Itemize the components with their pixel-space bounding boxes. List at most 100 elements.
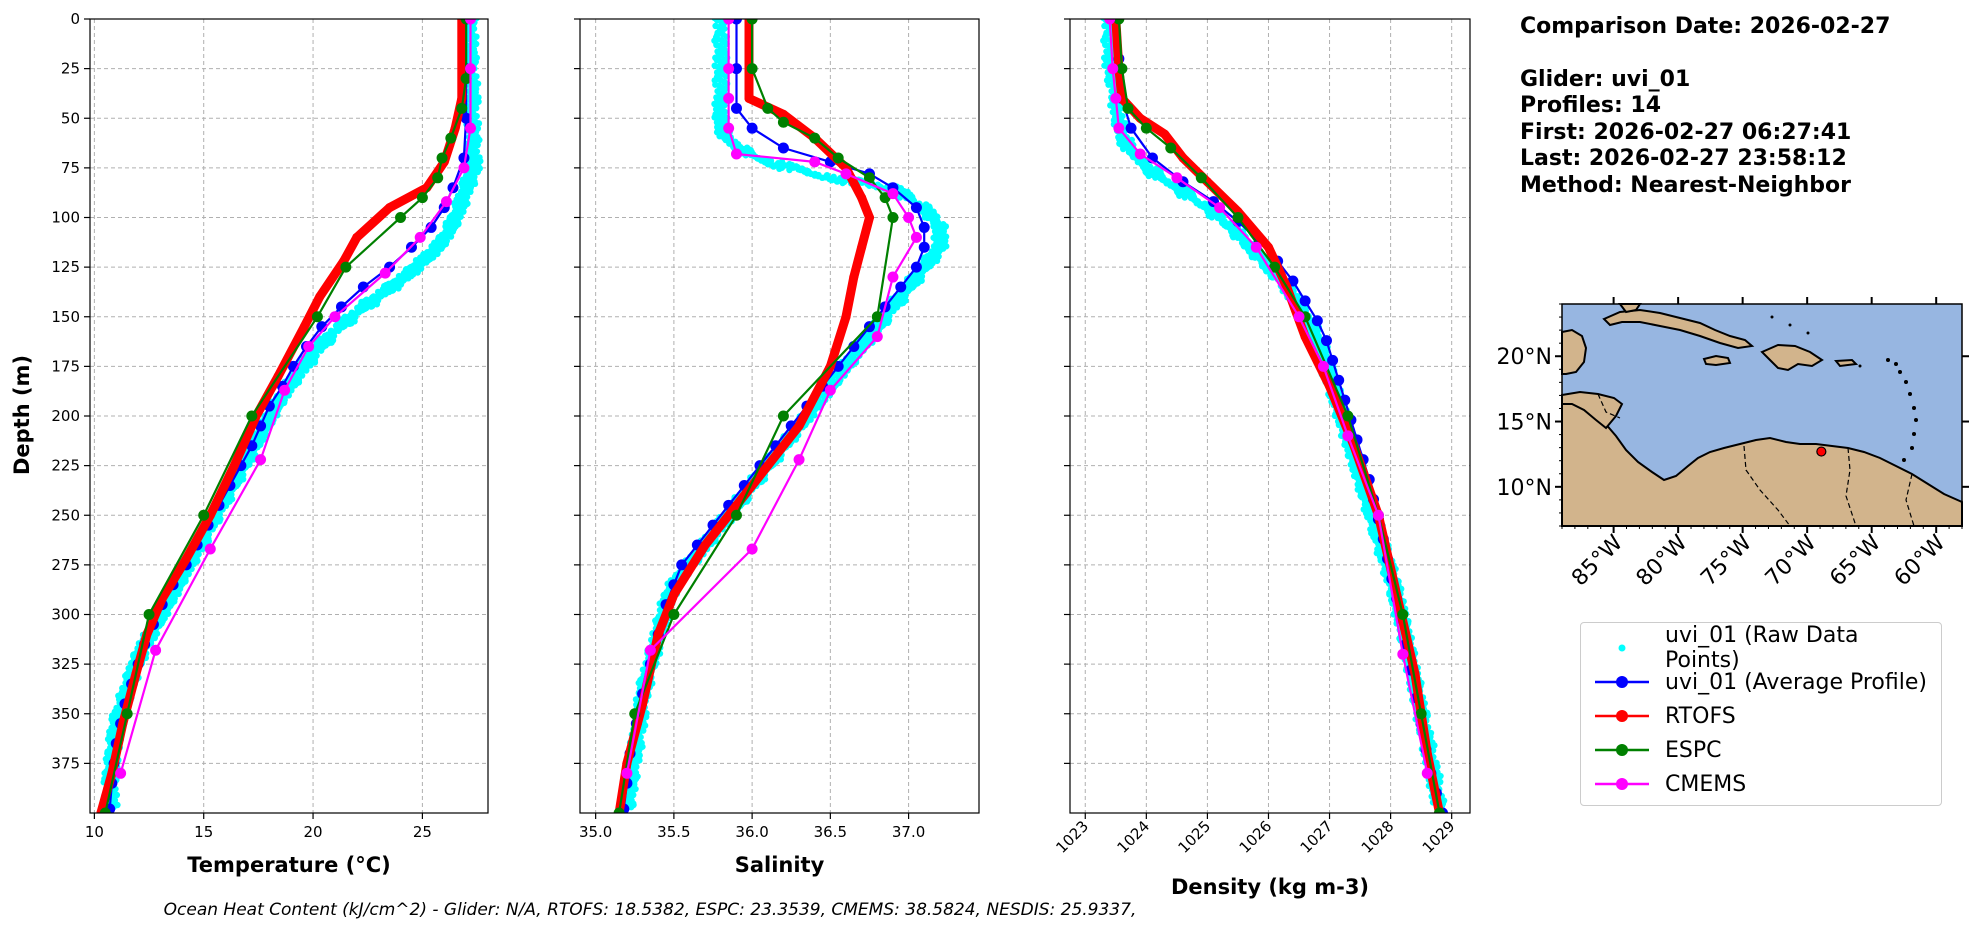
x-tick-label: 36.0 — [735, 823, 768, 841]
uvi-01-raw-data-points-point — [1437, 772, 1444, 780]
cmems-line — [119, 19, 472, 774]
espc-marker — [746, 19, 758, 25]
method: Method: Nearest-Neighbor — [1520, 172, 1851, 198]
uvi-01-raw-data-points-point — [630, 801, 637, 809]
cmems-marker — [255, 454, 267, 466]
cmems-marker — [723, 63, 735, 75]
uvi-01-raw-data-points-point — [447, 233, 455, 240]
uvi-01-average-profile-marker — [1125, 122, 1137, 134]
uvi-01-raw-data-points-point — [185, 570, 192, 578]
uvi-01-average-profile-marker — [918, 221, 930, 233]
x-tick-label: 15 — [194, 823, 213, 841]
espc-line — [104, 19, 468, 813]
info-panel: Comparison Date: 2026-02-27 Glider: uvi_… — [1520, 14, 1890, 199]
uvi-01-raw-data-points-point — [317, 347, 325, 354]
cmems-marker — [871, 331, 883, 343]
x-tick-label: 1024 — [1113, 817, 1153, 857]
cmems-marker — [1171, 172, 1183, 184]
uvi-01-raw-data-points-point — [361, 305, 368, 313]
uvi-01-raw-data-points-point — [355, 309, 363, 316]
cmems-marker — [465, 19, 477, 25]
cmems-marker — [329, 311, 341, 323]
x-tick-label: 35.0 — [579, 823, 612, 841]
uvi-01-raw-data-points-point — [348, 320, 355, 327]
y-tick-label: 125 — [51, 258, 80, 276]
series-group — [96, 19, 484, 813]
x-axis-label: Temperature (°C) — [187, 853, 390, 877]
first-time: First: 2026-02-27 06:27:41 — [1520, 119, 1852, 145]
espc-marker — [730, 509, 742, 521]
uvi-01-raw-data-points-point — [470, 25, 478, 32]
espc-marker — [777, 410, 789, 422]
cmems-marker — [809, 156, 821, 168]
y-tick-label: 200 — [51, 407, 80, 425]
map-lat-label: 20°N — [1497, 345, 1552, 370]
espc-marker — [1116, 63, 1128, 75]
rtofs-marker — [1160, 129, 1170, 139]
uvi-01-raw-data-points-point — [408, 272, 415, 280]
uvi-01-raw-data-points-point — [303, 367, 310, 374]
legend-label: RTOFS — [1665, 703, 1736, 729]
y-axis-label: Depth (m) — [10, 355, 34, 475]
uvi-01-raw-data-points-point — [924, 264, 931, 271]
y-tick-label: 50 — [61, 109, 80, 127]
espc-marker — [99, 807, 111, 813]
cmems-marker — [1372, 509, 1384, 521]
uvi-01-raw-data-points-point — [339, 323, 347, 331]
florida-land — [1618, 303, 1642, 314]
cmems-marker — [723, 92, 735, 104]
legend-label: CMEMS — [1665, 771, 1747, 797]
cmems-marker — [621, 767, 633, 779]
cmems-marker — [746, 543, 758, 555]
espc-marker — [1140, 122, 1152, 134]
cmems-marker — [204, 543, 216, 555]
espc-marker — [1165, 142, 1177, 154]
uvi-01-average-profile-marker — [676, 559, 688, 571]
map-lon-label: 65°W — [1825, 530, 1886, 591]
espc-marker — [436, 152, 448, 164]
uvi-01-raw-data-points-point — [472, 58, 479, 66]
uvi-01-raw-data-points-point — [904, 287, 912, 295]
x-tick-label: 20 — [304, 823, 323, 841]
central-south-america-land — [1561, 398, 1963, 527]
uvi-01-raw-data-points-point — [721, 25, 728, 32]
rtofs-marker — [315, 292, 325, 302]
espc-marker — [613, 807, 625, 813]
espc-marker — [246, 410, 258, 422]
cmems-marker — [379, 267, 391, 279]
cmems-marker — [1214, 202, 1226, 214]
glider-name: Glider: uvi_01 — [1520, 66, 1691, 92]
uvi-01-average-profile-marker — [1299, 295, 1311, 307]
map-lat-label: 15°N — [1497, 411, 1552, 436]
x-tick-label: 37.0 — [892, 823, 925, 841]
cmems-marker — [644, 644, 656, 656]
uvi-01-average-profile-marker — [730, 63, 742, 75]
uvi-01-average-profile-marker — [1320, 335, 1332, 347]
uvi-01-raw-data-points-point — [811, 412, 818, 419]
honduras-land — [1561, 390, 1624, 430]
cmems-marker — [303, 341, 315, 353]
uvi-01-raw-data-points-point — [1437, 778, 1444, 786]
cmems-marker — [793, 454, 805, 466]
cmems-marker — [910, 231, 922, 243]
uvi-01-average-profile-marker — [746, 122, 758, 134]
espc-marker — [746, 63, 758, 75]
cmems-marker — [1113, 122, 1125, 134]
rtofs-marker — [299, 322, 309, 332]
glider-position-marker — [1816, 446, 1827, 457]
rtofs-marker — [841, 312, 851, 322]
uvi-01-raw-data-points-point — [475, 120, 483, 127]
cmems-marker — [723, 19, 735, 25]
legend-entry: ESPC — [1591, 733, 1931, 767]
legend-symbol — [1618, 644, 1626, 652]
legend-symbol — [1595, 778, 1649, 790]
espc-marker — [198, 509, 210, 521]
espc-marker — [1232, 212, 1244, 223]
legend: uvi_01 (Raw Data Points) uvi_01 (Average … — [1580, 622, 1942, 806]
x-tick-label: 10 — [85, 823, 104, 841]
legend-label: uvi_01 (Average Profile) — [1665, 669, 1927, 695]
cmems-marker — [903, 212, 915, 223]
uvi-01-average-profile-marker — [910, 202, 922, 214]
uvi-01-raw-data-points-point — [1119, 112, 1126, 120]
